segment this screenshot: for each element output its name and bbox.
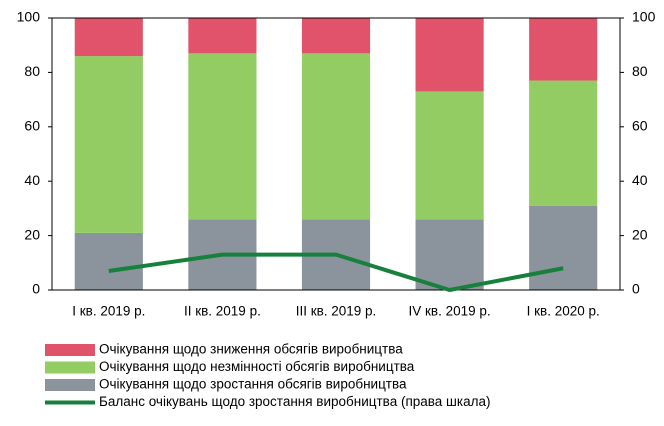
y2-tick-label: 60: [632, 118, 648, 134]
y2-tick-label: 20: [632, 226, 648, 242]
bar-segment: [415, 91, 484, 220]
bar-segment: [188, 53, 257, 220]
bar-segment: [529, 18, 598, 81]
bar-segment: [415, 219, 484, 290]
y-tick-label: 100: [17, 9, 41, 25]
y-tick-label: 60: [24, 118, 40, 134]
legend-label: Очікування щодо зростання обсягів виробн…: [99, 377, 407, 392]
bar-segment: [301, 18, 371, 54]
y2-tick-label: 0: [632, 281, 640, 297]
bar-segment: [529, 205, 598, 290]
y2-tick-label: 100: [632, 9, 656, 25]
x-tick-label: II кв. 2019 р.: [184, 304, 261, 319]
bar-segment: [529, 80, 598, 206]
x-tick-label: IV кв. 2019 р.: [409, 304, 491, 319]
bar-segment: [74, 18, 143, 57]
y2-tick-label: 80: [632, 63, 648, 79]
x-tick-label: I кв. 2019 р.: [72, 304, 145, 319]
x-tick-label: III кв. 2019 р.: [296, 304, 377, 319]
bar-segment: [74, 232, 143, 290]
bar-segment: [188, 18, 257, 54]
y2-tick-label: 40: [632, 172, 648, 188]
legend-label: Очікування щодо незмінності обсягів виро…: [99, 359, 415, 374]
legend-label: Очікування щодо зниження обсягів виробни…: [99, 342, 403, 357]
bar-segment: [301, 53, 371, 220]
y-tick-label: 0: [32, 281, 40, 297]
bar-segment: [74, 56, 143, 233]
y-tick-label: 20: [24, 226, 40, 242]
plot-frame: [51, 17, 621, 291]
legend-swatch: [45, 344, 95, 356]
legend-label: Баланс очікувань щодо зростання виробниц…: [99, 394, 490, 409]
legend-swatch: [45, 361, 95, 374]
bar-segment: [415, 18, 484, 92]
line-series: [108, 252, 564, 292]
y-tick-label: 40: [24, 172, 40, 188]
legend-swatch: [45, 379, 95, 391]
y-tick-label: 80: [24, 63, 40, 79]
x-tick-label: I кв. 2020 р.: [527, 304, 600, 319]
